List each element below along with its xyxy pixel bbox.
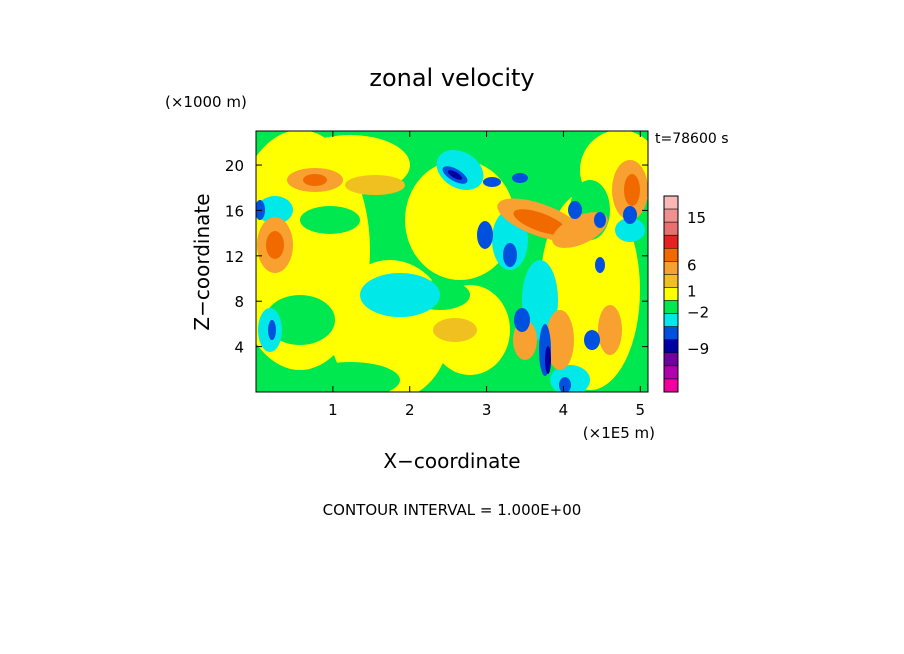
colorbar-swatch xyxy=(663,274,679,288)
field-patch xyxy=(522,260,558,340)
y-axis-label: Z−coordinate xyxy=(190,193,214,330)
field-patch xyxy=(360,273,440,317)
x-unit-label: (×1E5 m) xyxy=(583,424,655,442)
colorbar-swatch xyxy=(663,365,679,380)
field-patch xyxy=(514,308,530,332)
field-patch xyxy=(624,174,640,206)
field-patch xyxy=(513,209,567,235)
colorbar-label: 15 xyxy=(687,209,706,227)
field-patch xyxy=(436,150,484,190)
colorbar-label: 6 xyxy=(687,256,697,274)
field-patch xyxy=(300,362,400,392)
field-patch xyxy=(503,243,517,267)
colorbar-swatch xyxy=(663,234,679,249)
field-patch xyxy=(265,295,335,345)
y-tick-label: 16 xyxy=(225,202,244,220)
colorbar-swatch xyxy=(663,300,679,314)
x-tick-label: 1 xyxy=(328,401,338,419)
colorbar-frame xyxy=(663,195,679,393)
y-tick-label: 20 xyxy=(225,157,244,175)
field-patch xyxy=(477,221,493,249)
y-axis-ticks: 4 8 12 16 20 xyxy=(225,157,648,357)
field-patch xyxy=(303,174,327,186)
colorbar-swatch xyxy=(663,221,679,236)
field-patch xyxy=(545,346,551,374)
x-tick-label: 5 xyxy=(636,401,646,419)
colorbar-swatch xyxy=(663,313,679,327)
colorbar-label: 1 xyxy=(687,282,697,300)
field-patch xyxy=(598,305,622,355)
field-patch xyxy=(568,201,582,219)
x-tick-label: 2 xyxy=(405,401,415,419)
colorbar-swatch xyxy=(663,261,679,275)
field-patch xyxy=(595,257,605,273)
y-unit-label: (×1000 m) xyxy=(165,93,247,111)
colorbar-swatch xyxy=(663,208,679,223)
field-patch xyxy=(433,318,477,342)
colorbar-swatch xyxy=(663,248,679,262)
field-patch xyxy=(584,330,600,350)
chart-title: zonal velocity xyxy=(369,64,534,92)
field-patch xyxy=(546,310,574,370)
colorbar-swatch xyxy=(663,287,679,301)
field-patch xyxy=(615,218,645,242)
field-patch xyxy=(405,160,515,280)
field-patch xyxy=(268,320,276,340)
colorbar-label: −2 xyxy=(687,303,709,321)
x-tick-label: 3 xyxy=(482,401,492,419)
field-patch xyxy=(345,175,405,195)
x-axis-label: X−coordinate xyxy=(383,449,520,473)
time-label: t=78600 s xyxy=(655,131,729,147)
y-tick-label: 8 xyxy=(234,293,244,311)
field-patch xyxy=(447,170,463,180)
colorbar-swatch xyxy=(663,339,679,354)
colorbar-swatch xyxy=(663,195,679,210)
y-tick-label: 4 xyxy=(234,339,244,357)
field-patch xyxy=(257,196,293,224)
field-patch xyxy=(552,212,608,248)
colorbar-label: −9 xyxy=(687,340,709,358)
field-patch xyxy=(559,377,571,392)
plot-frame xyxy=(255,130,649,393)
field-patch xyxy=(623,206,637,224)
field-patch xyxy=(300,206,360,234)
colorbar: 15 6 1 −2 −9 xyxy=(663,195,709,393)
field-patch xyxy=(483,177,501,187)
colorbar-swatch xyxy=(663,378,679,393)
y-tick-label: 12 xyxy=(225,248,244,266)
contour-interval-label: CONTOUR INTERVAL = 1.000E+00 xyxy=(323,501,582,519)
field-patch xyxy=(594,212,606,228)
colorbar-swatch xyxy=(663,326,679,340)
velocity-field xyxy=(256,131,648,392)
field-patch xyxy=(512,173,528,183)
x-axis-ticks: 1 2 3 4 5 xyxy=(328,131,645,419)
field-patch xyxy=(550,365,590,392)
x-tick-label: 4 xyxy=(559,401,569,419)
field-patch xyxy=(266,231,284,259)
colorbar-swatch xyxy=(663,352,679,367)
